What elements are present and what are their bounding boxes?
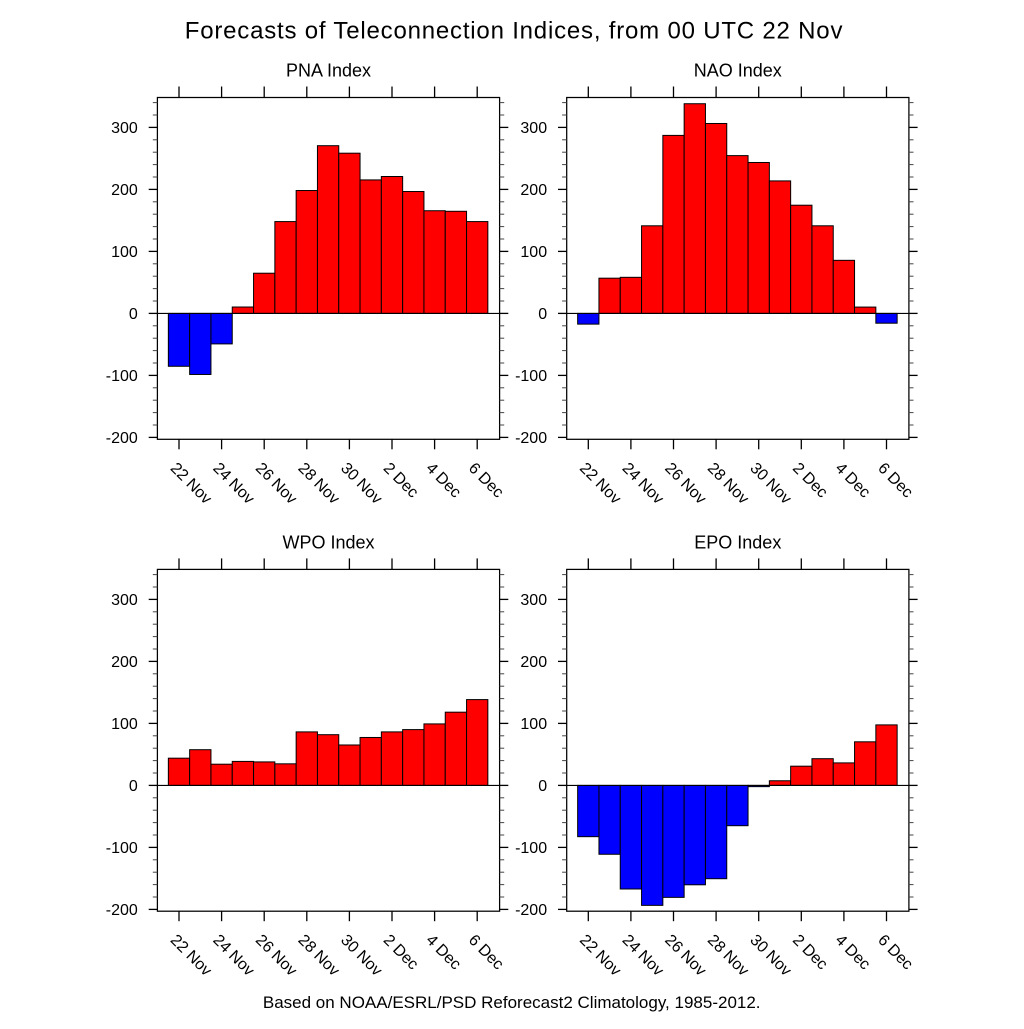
svg-text:300: 300	[111, 120, 138, 137]
svg-text:200: 200	[520, 182, 547, 199]
svg-text:200: 200	[111, 182, 138, 199]
svg-text:0: 0	[129, 778, 138, 795]
svg-text:200: 200	[111, 654, 138, 671]
svg-text:300: 300	[520, 592, 547, 609]
svg-text:PNA Index: PNA Index	[286, 61, 371, 81]
svg-text:WPO Index: WPO Index	[282, 533, 374, 553]
svg-text:100: 100	[520, 716, 547, 733]
svg-text:0: 0	[538, 306, 547, 323]
svg-text:-200: -200	[515, 430, 547, 447]
svg-text:0: 0	[538, 778, 547, 795]
svg-text:-100: -100	[515, 840, 547, 857]
svg-text:100: 100	[520, 244, 547, 261]
svg-text:NAO Index: NAO Index	[694, 61, 782, 81]
svg-text:-200: -200	[106, 430, 138, 447]
svg-text:100: 100	[111, 244, 138, 261]
svg-text:300: 300	[111, 592, 138, 609]
svg-text:EPO Index: EPO Index	[694, 533, 781, 553]
svg-text:-200: -200	[106, 902, 138, 919]
svg-text:Based on NOAA/ESRL/PSD Reforec: Based on NOAA/ESRL/PSD Reforecast2 Clima…	[263, 993, 761, 1012]
svg-text:-100: -100	[515, 368, 547, 385]
svg-text:100: 100	[111, 716, 138, 733]
svg-text:-200: -200	[515, 902, 547, 919]
svg-text:300: 300	[520, 120, 547, 137]
svg-text:200: 200	[520, 654, 547, 671]
svg-text:-100: -100	[106, 368, 138, 385]
svg-text:Forecasts of Teleconnection In: Forecasts of Teleconnection Indices, fro…	[185, 18, 844, 45]
svg-text:-100: -100	[106, 840, 138, 857]
svg-text:0: 0	[129, 306, 138, 323]
